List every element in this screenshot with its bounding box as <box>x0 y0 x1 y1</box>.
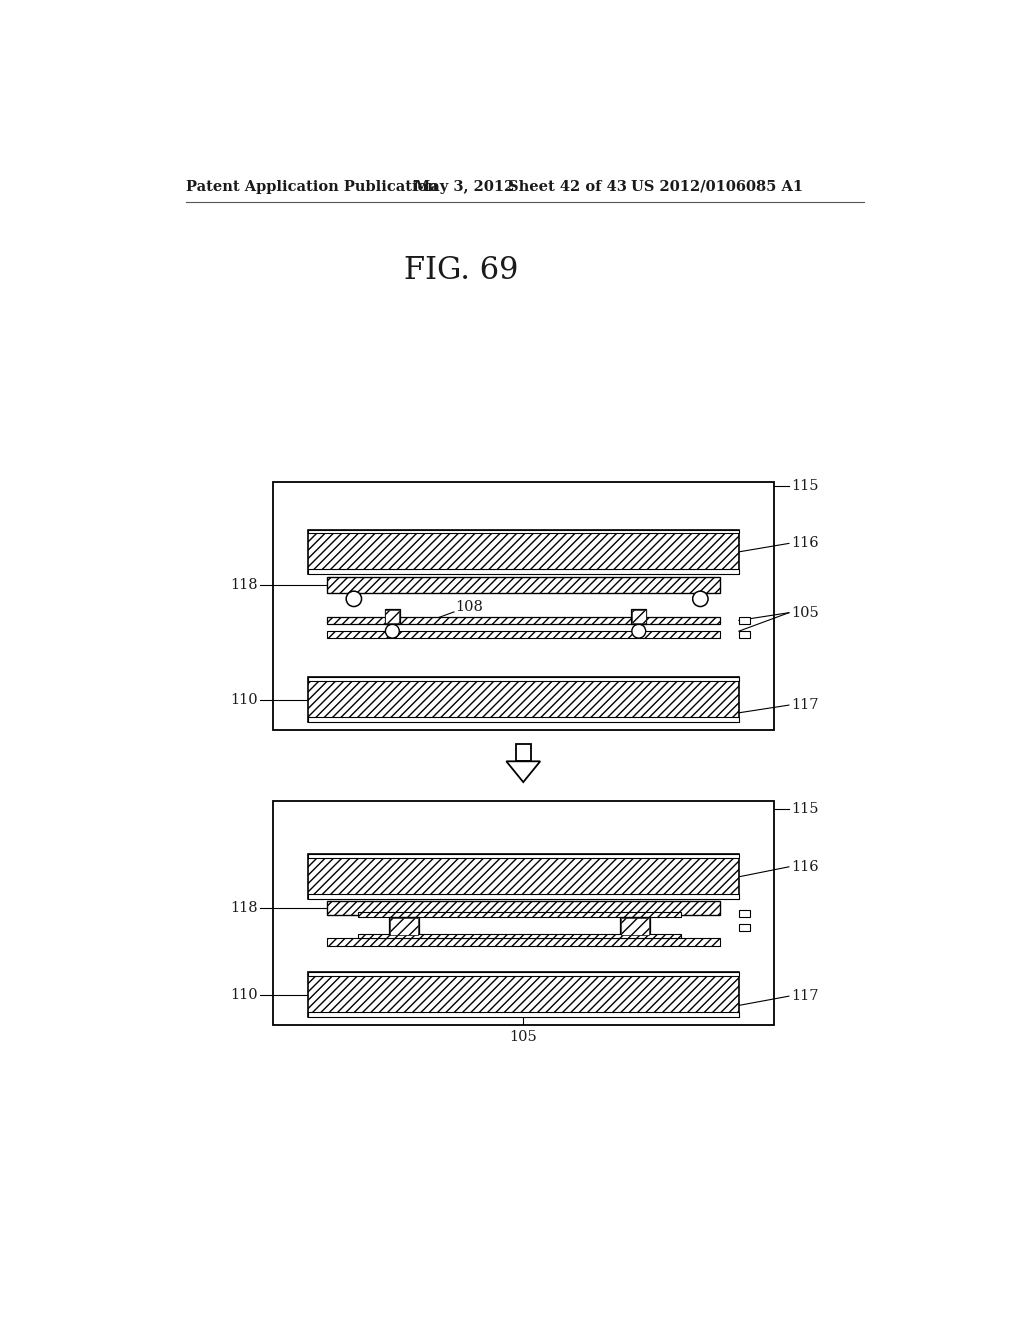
Circle shape <box>692 591 708 607</box>
Bar <box>327 577 720 594</box>
Text: FIG. 69: FIG. 69 <box>404 255 519 285</box>
Bar <box>385 609 400 624</box>
Circle shape <box>632 624 646 638</box>
Text: 116: 116 <box>792 536 819 550</box>
Bar <box>307 973 739 977</box>
Bar <box>327 939 720 946</box>
Circle shape <box>346 591 361 607</box>
Text: 115: 115 <box>792 479 819 492</box>
Bar <box>307 677 739 681</box>
Text: 118: 118 <box>230 578 258 591</box>
Bar <box>739 618 751 624</box>
Bar <box>631 609 646 624</box>
Polygon shape <box>506 762 541 781</box>
Bar <box>739 909 751 917</box>
Text: 105: 105 <box>792 606 819 619</box>
Bar <box>385 610 399 623</box>
Text: 115: 115 <box>792 803 819 816</box>
Bar <box>388 917 419 936</box>
Bar <box>273 801 773 1024</box>
Bar <box>739 631 751 638</box>
Bar <box>739 924 751 931</box>
Bar <box>307 717 739 722</box>
Text: 108: 108 <box>456 601 483 614</box>
Bar <box>327 900 720 915</box>
Bar <box>307 529 739 533</box>
Text: May 3, 2012: May 3, 2012 <box>414 180 514 194</box>
Bar <box>357 912 681 917</box>
Bar <box>620 917 650 936</box>
Bar <box>307 677 739 722</box>
Bar <box>621 917 649 936</box>
Bar <box>307 1011 739 1016</box>
Text: 118: 118 <box>230 900 258 915</box>
Text: 110: 110 <box>230 693 258 706</box>
Bar <box>307 854 739 899</box>
Bar <box>515 743 531 762</box>
Circle shape <box>385 624 399 638</box>
Bar <box>327 618 720 624</box>
Bar <box>307 569 739 574</box>
Bar <box>307 529 739 574</box>
Bar <box>390 917 418 936</box>
Text: 105: 105 <box>509 1030 538 1044</box>
Text: 117: 117 <box>792 989 819 1003</box>
Text: US 2012/0106085 A1: US 2012/0106085 A1 <box>631 180 803 194</box>
Bar <box>307 973 739 1016</box>
Bar <box>327 631 720 638</box>
Text: 116: 116 <box>792 859 819 874</box>
Bar <box>307 854 739 858</box>
Text: Patent Application Publication: Patent Application Publication <box>186 180 438 194</box>
Text: 110: 110 <box>230 987 258 1002</box>
Text: Sheet 42 of 43: Sheet 42 of 43 <box>508 180 627 194</box>
Text: 117: 117 <box>792 698 819 711</box>
Bar <box>307 894 739 899</box>
Bar <box>273 482 773 730</box>
Bar <box>357 933 681 939</box>
Bar <box>632 610 646 623</box>
